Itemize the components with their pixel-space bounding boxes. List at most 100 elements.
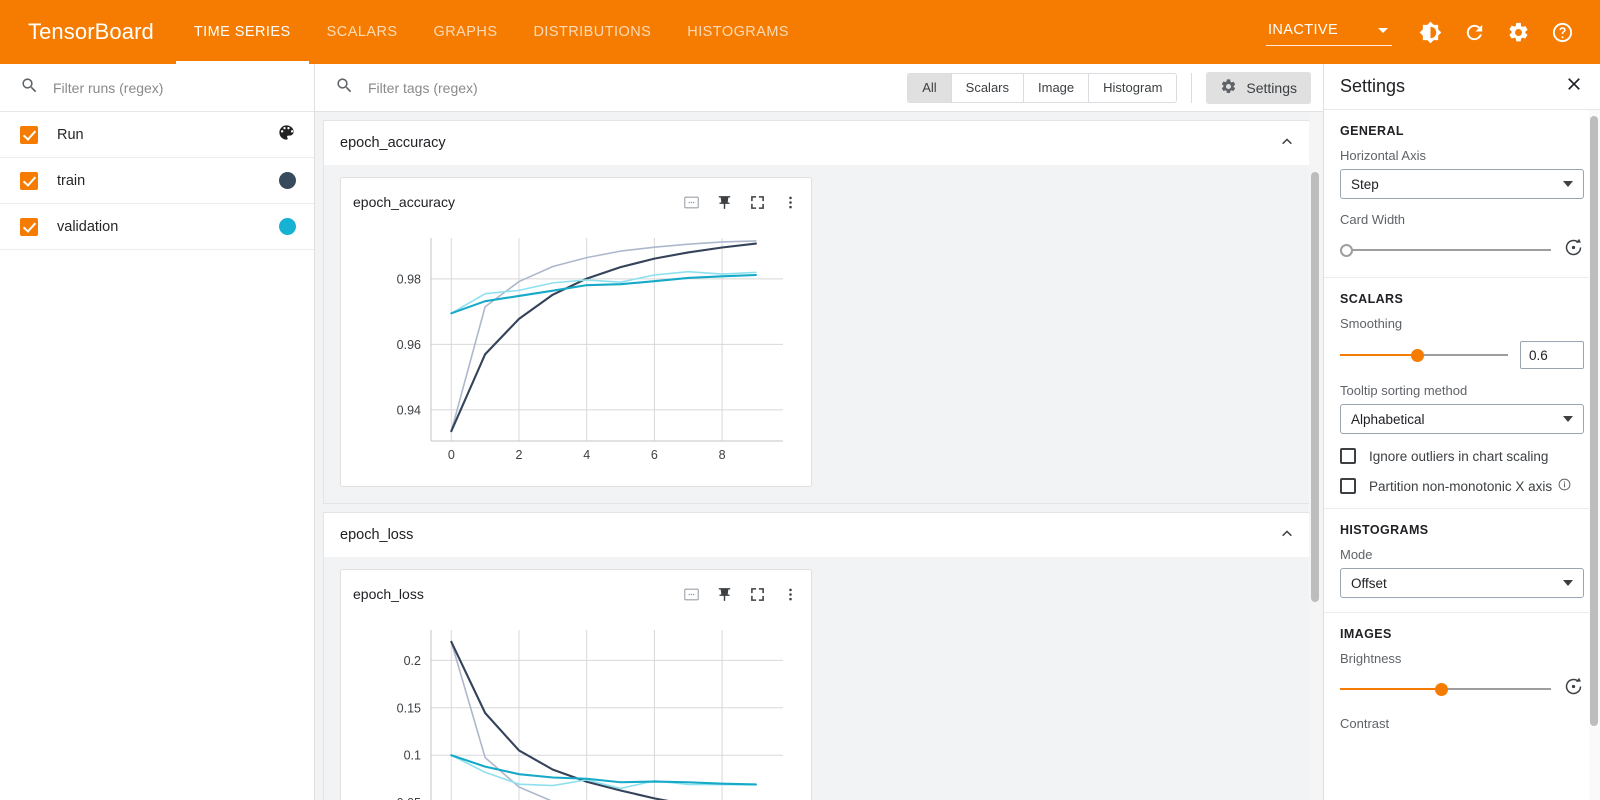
run-status-dropdown[interactable]: INACTIVE — [1266, 18, 1392, 46]
card-width-row — [1340, 237, 1584, 263]
nav-tab-histograms[interactable]: HISTOGRAMS — [687, 24, 789, 40]
tooltip-sort-select[interactable]: Alphabetical — [1340, 404, 1584, 434]
checkbox-partition-x-axis[interactable]: Partition non-monotonic X axis — [1340, 478, 1584, 494]
run-filter-row[interactable]: Filter runs (regex) — [0, 64, 314, 112]
svg-text:0: 0 — [448, 448, 455, 462]
slider-track — [1340, 249, 1551, 251]
run-status-label: INACTIVE — [1268, 22, 1339, 38]
svg-text:0.96: 0.96 — [397, 338, 421, 352]
brightness-icon[interactable] — [1410, 12, 1450, 52]
tag-group-header-epoch_loss[interactable]: epoch_loss — [324, 513, 1314, 557]
fullscreen-icon[interactable] — [749, 194, 766, 211]
filter-chip-all[interactable]: All — [908, 73, 952, 102]
more-vert-icon[interactable] — [782, 194, 799, 211]
tag-filter-bar: Filter tags (regex) All Scalars Image Histo… — [315, 64, 1323, 112]
reset-zoom-icon[interactable] — [683, 194, 700, 211]
card-width-slider[interactable] — [1340, 241, 1551, 259]
svg-text:4: 4 — [583, 448, 590, 462]
horizontal-axis-label: Horizontal Axis — [1340, 148, 1426, 163]
tag-filter-input[interactable]: Filter tags (regex) — [368, 79, 478, 96]
run-row-run[interactable]: Run — [0, 112, 314, 158]
svg-text:8: 8 — [719, 448, 726, 462]
svg-text:0.1: 0.1 — [404, 749, 421, 763]
run-color-swatch[interactable] — [279, 172, 296, 189]
run-checkbox[interactable] — [20, 125, 38, 144]
chart-card-actions — [683, 586, 799, 603]
histogram-mode-select[interactable]: Offset — [1340, 568, 1584, 598]
chevron-up-icon[interactable] — [1278, 132, 1296, 155]
run-row-validation[interactable]: validation — [0, 204, 314, 250]
settings-header: Settings — [1324, 64, 1600, 110]
run-color-swatch[interactable] — [279, 218, 296, 235]
smoothing-value-input[interactable]: 0.6 — [1520, 341, 1584, 369]
run-filter-input[interactable]: Filter runs (regex) — [53, 79, 164, 96]
slider-fill — [1340, 688, 1442, 690]
reset-card-width-icon[interactable] — [1563, 237, 1584, 263]
chart-card-epoch_accuracy: epoch_accuracy 0.94 0.96 0.98 0 2 4 6 8 — [340, 177, 812, 487]
slider-thumb[interactable] — [1411, 349, 1425, 362]
section-label-general: GENERAL — [1340, 124, 1404, 138]
chart-svg[interactable]: 0.94 0.96 0.98 0 2 4 6 8 — [353, 224, 801, 469]
brightness-slider[interactable] — [1340, 680, 1551, 698]
chart-plot[interactable]: 0.050.10.150.202468 — [353, 616, 799, 800]
nav-tab-time-series[interactable]: TIME SERIES — [175, 0, 309, 64]
run-list: Run train validation — [0, 112, 314, 250]
nav-tab-scalars[interactable]: SCALARS — [326, 24, 398, 40]
reset-zoom-icon[interactable] — [683, 586, 700, 603]
chart-plot[interactable]: 0.94 0.96 0.98 0 2 4 6 8 — [353, 224, 799, 474]
chart-card-header: epoch_accuracy — [353, 188, 799, 216]
tooltip-sort-value: Alphabetical — [1351, 411, 1425, 427]
horizontal-axis-select[interactable]: Step — [1340, 169, 1584, 199]
info-icon[interactable] — [1558, 478, 1571, 494]
refresh-icon[interactable] — [1454, 12, 1494, 52]
run-checkbox[interactable] — [20, 171, 38, 190]
tag-group-body: epoch_accuracy 0.94 0.96 0.98 0 2 4 6 8 — [324, 165, 1314, 503]
run-checkbox[interactable] — [20, 217, 38, 236]
tag-groups: epoch_accuracy epoch_accuracy 0.94 0.96 0.98… — [315, 120, 1323, 800]
pin-icon[interactable] — [716, 194, 733, 211]
run-row-train[interactable]: train — [0, 158, 314, 204]
checkbox-label: Ignore outliers in chart scaling — [1369, 448, 1549, 464]
reset-brightness-icon[interactable] — [1563, 676, 1584, 702]
settings-scrollbar-thumb[interactable] — [1590, 116, 1598, 726]
more-vert-icon[interactable] — [782, 586, 799, 603]
card-width-label: Card Width — [1340, 212, 1406, 227]
checkbox-box — [1340, 478, 1356, 494]
tag-group-title: epoch_loss — [340, 527, 414, 543]
nav-tabs: TIME SERIES SCALARS GRAPHS DISTRIBUTIONS HIS… — [175, 0, 807, 64]
svg-text:0.15: 0.15 — [397, 701, 421, 715]
app-logo: TensorBoard — [28, 19, 154, 44]
chart-card-title: epoch_accuracy — [353, 194, 455, 210]
settings-section-histograms: HISTOGRAMS Mode Offset — [1324, 509, 1600, 613]
smoothing-slider[interactable] — [1340, 346, 1508, 364]
histogram-mode-label: Mode — [1340, 547, 1373, 562]
filter-chip-image[interactable]: Image — [1024, 73, 1090, 102]
top-bar: TensorBoard TIME SERIES SCALARS GRAPHS DIST… — [0, 0, 1600, 64]
section-label-scalars: SCALARS — [1340, 292, 1404, 306]
filter-chip-histogram[interactable]: Histogram — [1089, 73, 1177, 102]
gear-icon[interactable] — [1498, 12, 1538, 52]
nav-tab-graphs[interactable]: GRAPHS — [433, 24, 498, 40]
pin-icon[interactable] — [716, 586, 733, 603]
run-label: Run — [57, 126, 84, 143]
chevron-up-icon[interactable] — [1278, 524, 1296, 547]
main-scrollbar-thumb[interactable] — [1311, 172, 1319, 602]
checkbox-ignore-outliers[interactable]: Ignore outliers in chart scaling — [1340, 448, 1584, 464]
settings-button[interactable]: Settings — [1206, 71, 1311, 104]
help-icon[interactable] — [1542, 12, 1582, 52]
filter-chip-scalars[interactable]: Scalars — [951, 73, 1025, 102]
tag-group-header-epoch_accuracy[interactable]: epoch_accuracy — [324, 121, 1314, 165]
nav-tab-distributions[interactable]: DISTRIBUTIONS — [533, 24, 652, 40]
chart-card-header: epoch_loss — [353, 580, 799, 608]
slider-thumb[interactable] — [1435, 683, 1449, 696]
close-icon[interactable] — [1564, 74, 1584, 99]
chart-svg[interactable]: 0.050.10.150.202468 — [353, 616, 801, 800]
slider-thumb[interactable] — [1340, 244, 1353, 257]
palette-icon[interactable] — [277, 123, 296, 147]
chart-card-title: epoch_loss — [353, 586, 424, 602]
fullscreen-icon[interactable] — [749, 586, 766, 603]
